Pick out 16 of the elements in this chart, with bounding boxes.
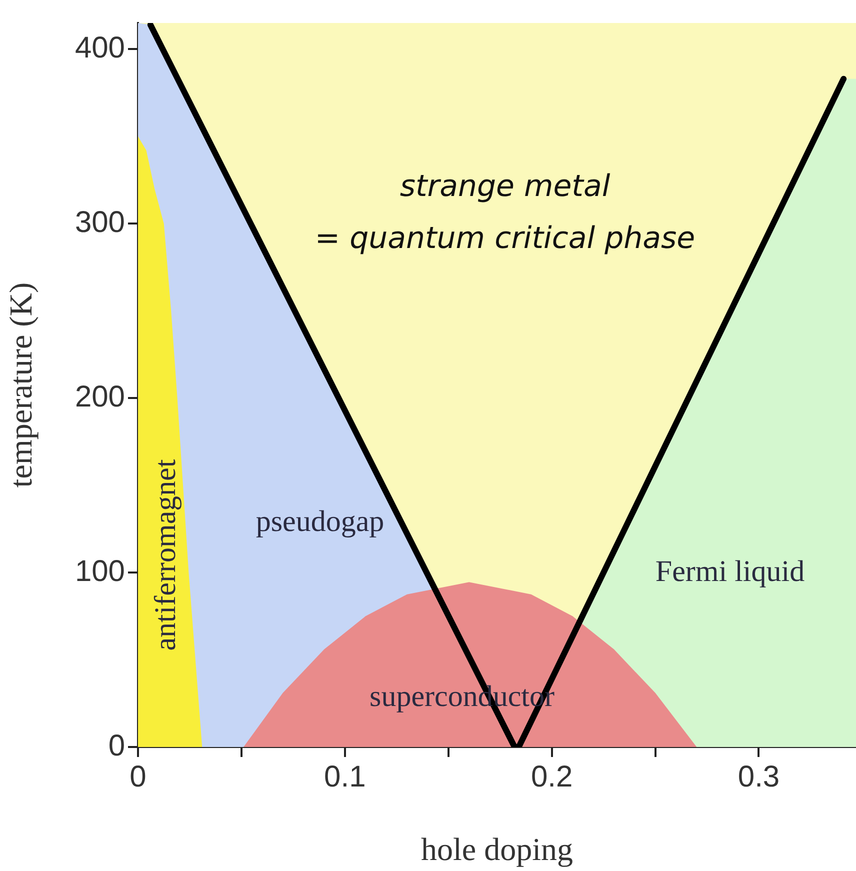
y-tick-label: 200 bbox=[74, 380, 125, 414]
annotation: pseudogap bbox=[256, 504, 384, 538]
y-tick-label: 0 bbox=[108, 729, 125, 762]
annotation: strange metal bbox=[400, 168, 611, 204]
y-axis-title: temperature (K) bbox=[2, 282, 39, 488]
x-tick-label: 0.3 bbox=[738, 760, 780, 794]
x-axis-title: hole doping bbox=[421, 831, 573, 868]
x-tick-label: 0.1 bbox=[324, 760, 366, 794]
y-tick-label: 100 bbox=[74, 554, 125, 588]
annotation: Fermi liquid bbox=[655, 554, 805, 588]
annotation: antiferromagnet bbox=[148, 458, 182, 651]
y-tick-label: 300 bbox=[74, 206, 125, 239]
annotation: = quantum critical phase bbox=[314, 220, 696, 256]
y-tick-label: 400 bbox=[74, 31, 125, 64]
x-tick-label: 0 bbox=[130, 760, 146, 794]
x-tick-label: 0.2 bbox=[530, 760, 573, 794]
